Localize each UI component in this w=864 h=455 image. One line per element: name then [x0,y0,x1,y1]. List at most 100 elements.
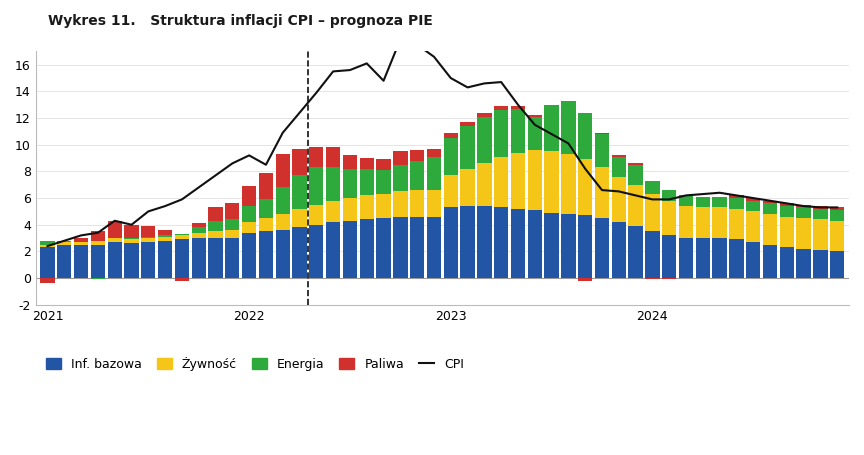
Bar [696,197,710,207]
Bar [410,161,424,190]
Bar [427,149,442,157]
Bar [544,105,559,152]
Bar [226,219,239,230]
Bar [359,219,374,278]
Bar [175,234,189,235]
Bar [477,206,492,278]
Bar [91,245,105,278]
Bar [544,152,559,213]
Bar [226,203,239,219]
Bar [746,212,760,242]
Bar [124,238,138,239]
Bar [628,163,643,165]
Bar [141,242,156,278]
Bar [292,176,307,209]
Bar [813,250,828,278]
Bar [443,138,458,176]
Bar [359,169,374,195]
Bar [427,217,442,278]
Bar [309,225,323,278]
Bar [494,110,508,157]
Bar [208,232,223,238]
Bar [645,232,659,278]
Bar [797,205,810,207]
Bar [830,221,844,252]
Bar [410,150,424,161]
Bar [511,153,525,209]
Text: Wykres 11.   Struktura inflacji CPI – prognoza PIE: Wykres 11. Struktura inflacji CPI – prog… [48,14,432,28]
Bar [578,159,593,215]
Bar [763,203,777,214]
Bar [797,207,810,218]
Bar [158,241,172,278]
Bar [813,209,828,219]
Bar [746,242,760,278]
Bar [292,228,307,278]
Bar [578,278,593,281]
Bar [662,235,677,278]
Bar [158,235,172,237]
Bar [91,278,105,279]
Bar [461,206,474,278]
Bar [713,238,727,278]
Bar [242,222,257,233]
Bar [729,195,744,198]
Bar [259,173,273,199]
Bar [226,238,239,278]
Bar [477,113,492,117]
Bar [124,239,138,243]
Bar [57,241,72,242]
Bar [57,242,72,245]
Bar [309,205,323,225]
Bar [276,154,290,187]
Bar [343,221,357,278]
Bar [645,194,659,232]
Bar [443,207,458,278]
Bar [729,209,744,239]
Bar [443,176,458,207]
Bar [158,230,172,235]
Bar [410,217,424,278]
Bar [779,217,794,248]
Bar [309,147,323,167]
Bar [393,165,408,192]
Bar [746,201,760,212]
Bar [594,134,609,167]
Bar [813,206,828,209]
Bar [477,163,492,206]
Bar [124,243,138,278]
Bar [612,177,626,222]
Bar [175,235,189,239]
Bar [175,239,189,278]
Bar [594,167,609,218]
Bar [662,190,677,201]
Bar [74,238,88,242]
Bar [494,106,508,110]
Bar [511,106,525,109]
Bar [377,218,391,278]
Bar [57,245,72,278]
Bar [427,157,442,190]
Bar [779,248,794,278]
Bar [242,186,257,206]
Bar [410,190,424,217]
Bar [326,147,340,167]
Bar [528,150,542,210]
Bar [645,181,659,194]
Bar [242,233,257,278]
Bar [612,157,626,177]
Bar [41,245,54,248]
Bar [528,116,542,117]
Bar [192,233,206,238]
Bar [158,237,172,241]
Bar [696,207,710,238]
Bar [41,248,54,278]
Bar [276,230,290,278]
Bar [377,170,391,194]
Bar [427,190,442,217]
Bar [562,214,575,278]
Bar [746,198,760,201]
Bar [377,159,391,170]
Bar [359,158,374,169]
Bar [562,154,575,214]
